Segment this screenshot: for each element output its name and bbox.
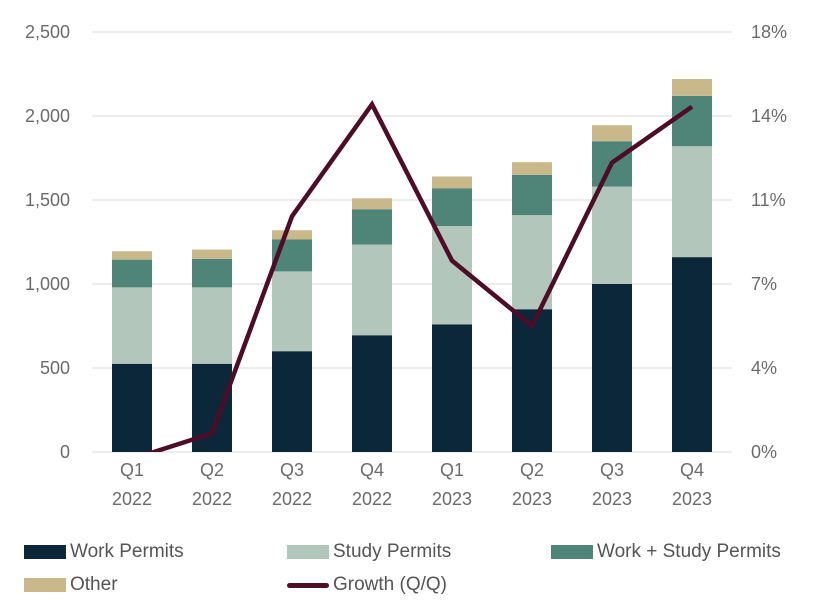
x-tick-label-quarter: Q2 [520, 460, 544, 480]
x-tick-label-year: 2023 [432, 489, 472, 509]
bar-segment-study-permits [432, 226, 472, 325]
bar-segment-study-permits [512, 215, 552, 310]
legend-swatch-growth [287, 582, 329, 588]
x-tick-label-year: 2023 [592, 489, 632, 509]
right-tick-label: 14% [751, 106, 787, 126]
x-tick-label-quarter: Q4 [680, 460, 704, 480]
bar-segment-work-study-permits [352, 209, 392, 245]
left-tick-label: 2,500 [25, 22, 70, 42]
bar-segment-study-permits [672, 146, 712, 258]
bar-segment-study-permits [352, 244, 392, 336]
bar-segment-other [272, 230, 312, 240]
x-tick-label-quarter: Q3 [280, 460, 304, 480]
growth-line-group [146, 100, 694, 452]
bar-segment-study-permits [272, 271, 312, 352]
legend: Work Permits Study Permits Work + Study … [0, 535, 820, 605]
bar-segment-study-permits [592, 186, 632, 284]
x-tick-label-quarter: Q4 [360, 460, 384, 480]
legend-swatch-study-permits [287, 545, 329, 559]
right-tick-label: 11% [751, 190, 786, 210]
x-tick-label-quarter: Q1 [440, 460, 464, 480]
right-tick-label: 18% [751, 22, 787, 42]
legend-swatch-work-study-permits [551, 545, 593, 559]
legend-label-growth: Growth (Q/Q) [333, 574, 448, 595]
bar-segment-work-study-permits [672, 95, 712, 147]
gridlines [92, 31, 732, 453]
x-tick-label-quarter: Q1 [120, 460, 144, 480]
bars [112, 79, 712, 452]
bar-segment-work-study-permits [112, 259, 152, 288]
legend-item-work-study-permits: Work + Study Permits [551, 541, 781, 563]
bar-segment-work-permits [272, 351, 312, 452]
left-tick-label: 0 [60, 442, 70, 462]
right-tick-label: 7% [751, 274, 777, 294]
legend-swatch-other [24, 578, 66, 592]
bar-segment-other [112, 251, 152, 260]
legend-label-other: Other [70, 574, 118, 595]
left-axis-ticks: 0 500 1,000 1,500 2,000 2,500 [25, 22, 70, 462]
growth-line [146, 100, 694, 452]
bar-segment-work-permits [352, 335, 392, 452]
x-tick-label-year: 2022 [352, 489, 392, 509]
right-tick-label: 4% [751, 358, 777, 378]
left-tick-label: 500 [40, 358, 70, 378]
right-axis-ticks: 0% 4% 7% 11% 14% 18% [751, 22, 787, 462]
bar-segment-other [352, 198, 392, 210]
left-tick-label: 1,500 [25, 190, 70, 210]
left-tick-label: 1,000 [25, 274, 70, 294]
legend-swatch-work-permits [24, 545, 66, 559]
bar-segment-work-permits [512, 309, 552, 452]
bar-segment-work-permits [672, 257, 712, 452]
legend-label-study-permits: Study Permits [333, 541, 452, 562]
x-tick-label-quarter: Q3 [600, 460, 624, 480]
bar-segment-other [512, 162, 552, 175]
bar-segment-work-study-permits [432, 188, 472, 227]
legend-label-work-permits: Work Permits [70, 541, 184, 562]
legend-item-work-permits: Work Permits [24, 541, 184, 563]
bar-segment-other [672, 79, 712, 96]
bar-segment-work-permits [432, 324, 472, 452]
x-tick-label-quarter: Q2 [200, 460, 224, 480]
bar-segment-study-permits [192, 287, 232, 364]
bar-segment-study-permits [112, 287, 152, 364]
legend-item-growth: Growth (Q/Q) [287, 574, 447, 596]
legend-item-study-permits: Study Permits [287, 541, 451, 563]
left-tick-label: 2,000 [25, 106, 70, 126]
bar-segment-work-permits [112, 363, 152, 452]
bar-segment-work-study-permits [192, 258, 232, 288]
bar-segment-work-permits [592, 284, 632, 452]
x-tick-label-year: 2023 [672, 489, 712, 509]
x-tick-label-year: 2022 [112, 489, 152, 509]
bar-segment-other [432, 176, 472, 189]
bar-segment-other [592, 125, 632, 142]
x-tick-label-year: 2023 [512, 489, 552, 509]
right-tick-label: 0% [751, 442, 777, 462]
bar-segment-other [192, 249, 232, 259]
legend-item-other: Other [24, 574, 118, 596]
bar-segment-work-study-permits [512, 174, 552, 216]
legend-label-work-study-permits: Work + Study Permits [597, 541, 781, 562]
x-tick-label-year: 2022 [272, 489, 312, 509]
x-axis-labels: Q1 2022 Q2 2022 Q3 2022 Q4 2022 Q1 2023 Q2 2023 Q3 20… [112, 460, 712, 509]
x-tick-label-year: 2022 [192, 489, 232, 509]
